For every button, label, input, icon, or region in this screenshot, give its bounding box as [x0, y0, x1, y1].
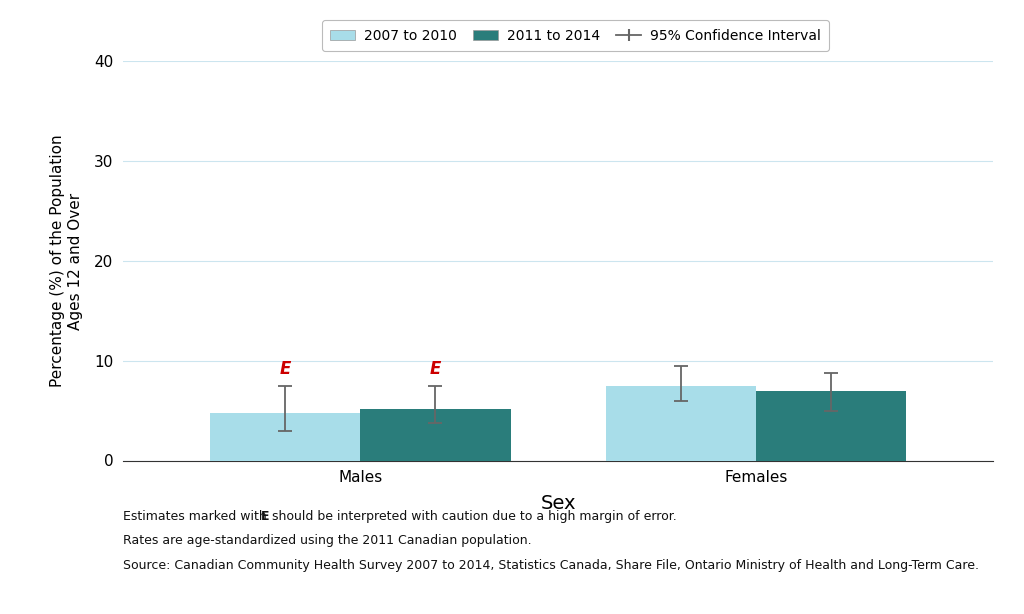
Text: Estimates marked with: Estimates marked with [123, 510, 270, 523]
Bar [756, 391, 906, 460]
Text: should be interpreted with caution due to a high margin of error.: should be interpreted with caution due t… [268, 510, 677, 523]
Text: Rates are age-standardized using the 2011 Canadian population.: Rates are age-standardized using the 201… [123, 534, 531, 547]
Text: E: E [280, 360, 291, 378]
X-axis label: Sex: Sex [541, 494, 575, 513]
Y-axis label: Percentage (%) of the Population
Ages 12 and Over: Percentage (%) of the Population Ages 12… [50, 134, 83, 387]
Text: E: E [430, 360, 441, 378]
Bar [605, 386, 756, 460]
Text: E: E [260, 510, 269, 523]
Bar [210, 413, 360, 460]
Bar [360, 409, 511, 460]
Legend: 2007 to 2010, 2011 to 2014, 95% Confidence Interval: 2007 to 2010, 2011 to 2014, 95% Confiden… [323, 20, 828, 51]
Text: Source: Canadian Community Health Survey 2007 to 2014, Statistics Canada, Share : Source: Canadian Community Health Survey… [123, 559, 979, 572]
